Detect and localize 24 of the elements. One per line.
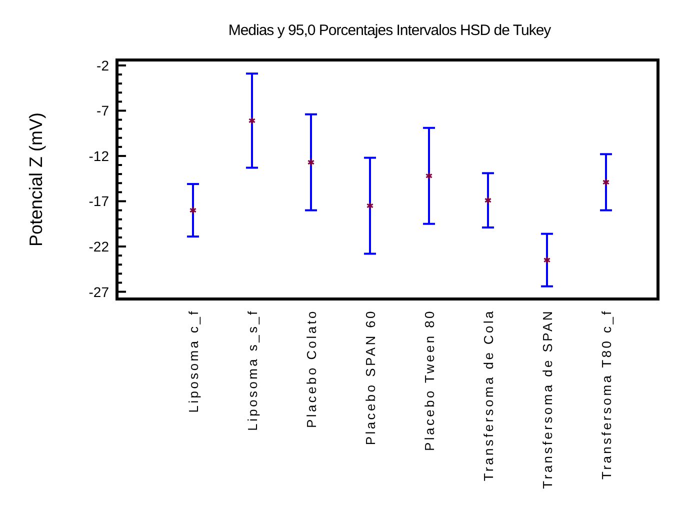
point	[248, 116, 256, 125]
y-tick-label: -22	[88, 238, 110, 254]
x-tick-label: Transfersoma T80 c_f	[599, 309, 614, 480]
y-tick-label: -2	[96, 57, 110, 74]
x-tick-label: Placebo Colato	[304, 309, 319, 428]
point	[366, 202, 374, 210]
x-tick-label: Transfersoma de SPAN	[540, 309, 555, 489]
point	[307, 158, 315, 166]
x-tick-label: Transfersoma de Cola	[481, 309, 496, 482]
y-tick-label: -17	[88, 193, 110, 210]
point	[425, 172, 433, 180]
point	[543, 256, 551, 264]
x-tick-label: Liposoma c_f	[186, 309, 201, 413]
chart-title: Medias y 95,0 Porcentajes Intervalos HSD de Tukey	[228, 22, 552, 39]
point	[602, 178, 610, 186]
y-axis-title: Potencial Z (mV)	[26, 112, 46, 247]
y-tick-label: -27	[88, 284, 110, 300]
x-tick-label: Placebo SPAN 60	[363, 309, 378, 446]
y-tick-label: -12	[88, 148, 110, 164]
point	[189, 206, 197, 214]
x-tick-label: Placebo Tween 80	[422, 309, 437, 451]
x-tick-label: Liposoma s_s_f	[245, 309, 260, 431]
y-tick-label: -7	[96, 102, 110, 119]
point	[484, 196, 492, 204]
